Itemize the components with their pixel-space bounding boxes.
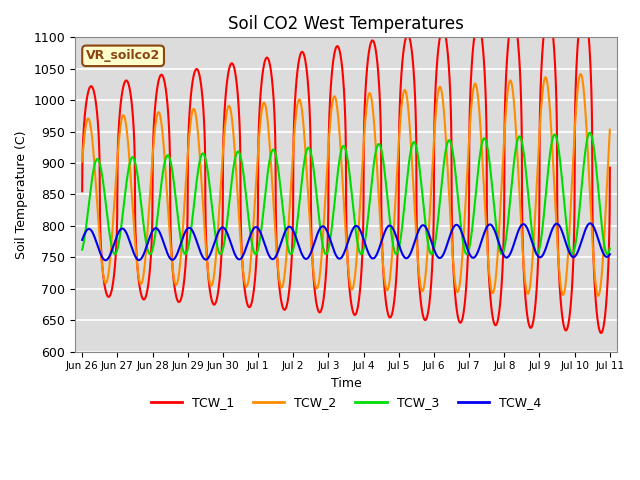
TCW_1 bbox=[597, 330, 605, 336]
Line: TCW_4: TCW_4 bbox=[82, 223, 610, 260]
TCW_2 bbox=[606, 127, 614, 132]
Text: VR_soilco2: VR_soilco2 bbox=[86, 49, 160, 62]
TCW_2 bbox=[281, 273, 289, 278]
TCW_2 bbox=[303, 180, 311, 186]
TCW_3 bbox=[596, 202, 604, 207]
Title: Soil CO2 West Temperatures: Soil CO2 West Temperatures bbox=[228, 15, 464, 33]
TCW_1 bbox=[606, 165, 614, 170]
TCW_3 bbox=[586, 130, 594, 135]
Legend: TCW_1, TCW_2, TCW_3, TCW_4: TCW_1, TCW_2, TCW_3, TCW_4 bbox=[146, 391, 546, 414]
TCW_1 bbox=[303, 74, 311, 80]
TCW_3 bbox=[303, 146, 311, 152]
TCW_2 bbox=[596, 288, 604, 294]
TCW_1 bbox=[170, 277, 177, 283]
Line: TCW_1: TCW_1 bbox=[82, 6, 610, 333]
TCW_4 bbox=[102, 257, 109, 263]
TCW_3 bbox=[138, 212, 146, 217]
TCW_1 bbox=[138, 295, 146, 301]
TCW_1 bbox=[281, 307, 289, 312]
TCW_3 bbox=[170, 178, 177, 184]
TCW_4 bbox=[304, 255, 312, 261]
TCW_4 bbox=[606, 252, 614, 257]
TCW_2 bbox=[170, 274, 177, 279]
TCW_2 bbox=[577, 71, 584, 77]
TCW_4 bbox=[170, 256, 178, 262]
Line: TCW_3: TCW_3 bbox=[82, 132, 610, 254]
Y-axis label: Soil Temperature (C): Soil Temperature (C) bbox=[15, 130, 28, 259]
TCW_2 bbox=[138, 278, 146, 284]
TCW_4 bbox=[78, 237, 86, 243]
TCW_3 bbox=[281, 222, 289, 228]
TCW_2 bbox=[78, 158, 86, 164]
TCW_4 bbox=[596, 241, 604, 247]
TCW_3 bbox=[604, 251, 611, 257]
TCW_1 bbox=[78, 189, 86, 194]
TCW_4 bbox=[539, 252, 547, 258]
TCW_4 bbox=[281, 230, 289, 236]
TCW_1 bbox=[580, 3, 588, 9]
TCW_1 bbox=[596, 328, 604, 334]
TCW_2 bbox=[539, 88, 547, 94]
Line: TCW_2: TCW_2 bbox=[82, 74, 610, 296]
TCW_3 bbox=[539, 224, 547, 229]
TCW_2 bbox=[595, 293, 602, 299]
TCW_4 bbox=[586, 220, 594, 226]
TCW_4 bbox=[139, 254, 147, 260]
TCW_3 bbox=[78, 247, 86, 252]
TCW_3 bbox=[606, 245, 614, 251]
X-axis label: Time: Time bbox=[331, 377, 362, 390]
TCW_1 bbox=[539, 45, 547, 51]
